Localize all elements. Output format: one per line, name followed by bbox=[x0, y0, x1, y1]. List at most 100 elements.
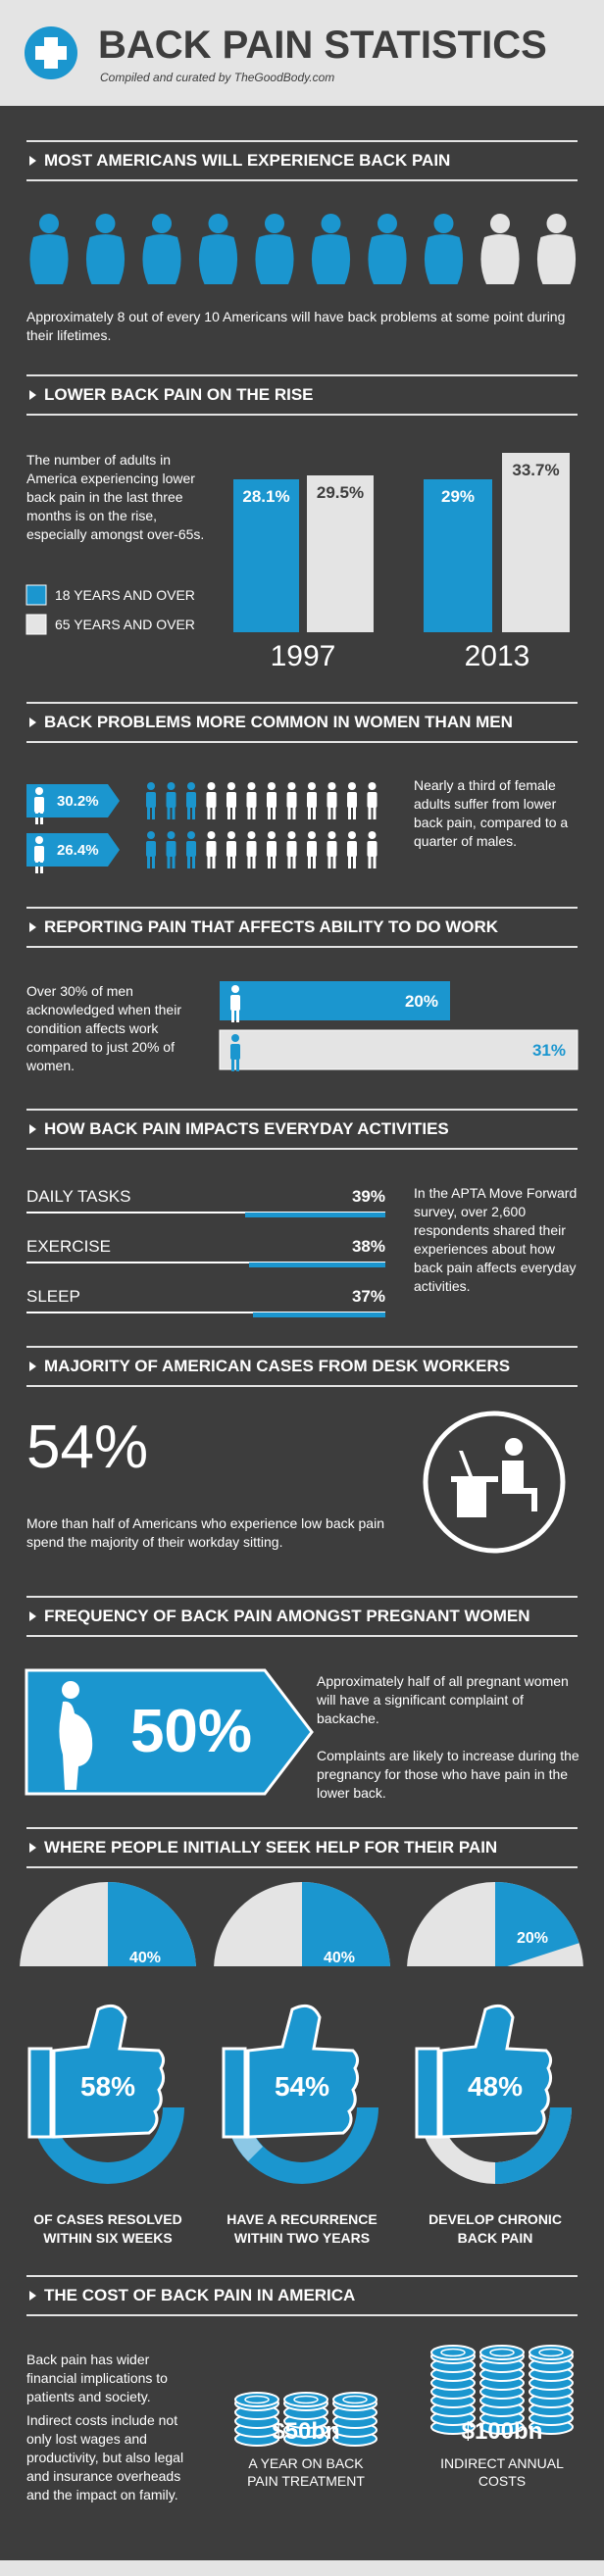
person-icon bbox=[308, 855, 311, 868]
bar-label: 31% bbox=[531, 1041, 566, 1060]
gender-icon bbox=[236, 1058, 239, 1071]
logo-plus bbox=[35, 37, 67, 69]
legend-label: 18 YEARS AND OVER bbox=[55, 587, 195, 603]
bullet bbox=[29, 1362, 36, 1371]
gender-icon bbox=[34, 846, 44, 862]
person-icon bbox=[172, 806, 176, 819]
person-icon bbox=[348, 782, 356, 790]
person-icon bbox=[480, 234, 520, 284]
person-icon bbox=[226, 841, 236, 857]
person-icon bbox=[327, 782, 336, 790]
gender-icon bbox=[231, 985, 239, 993]
person-icon bbox=[287, 782, 296, 790]
coin-top bbox=[332, 2392, 378, 2407]
person-icon bbox=[146, 792, 156, 808]
thumb bbox=[52, 2004, 166, 2139]
bullet bbox=[29, 390, 36, 400]
person-icon bbox=[167, 782, 176, 790]
underline-accent bbox=[245, 1213, 385, 1217]
desk-icon bbox=[451, 1476, 498, 1482]
person-icon bbox=[287, 806, 291, 819]
person-icon bbox=[147, 831, 155, 839]
person-icon bbox=[348, 831, 356, 839]
section-heading: MAJORITY OF AMERICAN CASES FROM DESK WOR… bbox=[44, 1357, 511, 1375]
person-icon bbox=[424, 234, 464, 284]
coin-top bbox=[283, 2392, 328, 2407]
gender-icon bbox=[35, 836, 43, 844]
bar-label: 28.1% bbox=[242, 487, 290, 506]
person-icon bbox=[207, 806, 211, 819]
person-icon bbox=[332, 855, 336, 868]
ring bbox=[226, 2107, 378, 2184]
bullet bbox=[29, 718, 36, 727]
person-icon bbox=[268, 782, 276, 790]
gender-icon bbox=[231, 1034, 239, 1042]
bullet bbox=[29, 922, 36, 932]
person-icon bbox=[347, 792, 357, 808]
thumb-value: 58% bbox=[79, 2071, 136, 2102]
person-icon bbox=[373, 806, 377, 819]
coin-top bbox=[244, 2395, 270, 2404]
person-icon bbox=[152, 855, 155, 868]
person-icon bbox=[247, 855, 251, 868]
person-icon bbox=[232, 806, 235, 819]
person-icon bbox=[212, 855, 216, 868]
pie-label: 40% bbox=[323, 1950, 356, 1966]
person-icon bbox=[490, 214, 510, 233]
person-icon bbox=[268, 806, 271, 819]
coin-top bbox=[440, 2348, 466, 2357]
section-heading: LOWER BACK PAIN ON THE RISE bbox=[44, 385, 314, 404]
body-text: Complaints are likely to increase during… bbox=[317, 1748, 579, 1801]
person-icon bbox=[152, 806, 155, 819]
person-icon bbox=[327, 792, 337, 808]
pie-slice bbox=[302, 1882, 390, 1966]
person-icon bbox=[353, 855, 356, 868]
person-icon bbox=[307, 841, 317, 857]
big-stat: 54% bbox=[26, 1413, 149, 1481]
thumb-cuff bbox=[222, 2047, 247, 2139]
person-icon bbox=[287, 855, 291, 868]
pie-label: 20% bbox=[516, 1930, 549, 1947]
section-heading: HOW BACK PAIN IMPACTS EVERYDAY ACTIVITIE… bbox=[44, 1119, 449, 1138]
section-heading: REPORTING PAIN THAT AFFECTS ABILITY TO D… bbox=[44, 917, 499, 936]
thumb-cuff bbox=[27, 2047, 53, 2139]
pie-slice bbox=[108, 1882, 196, 1966]
body-text: Approximately 8 out of every 10 American… bbox=[26, 309, 566, 343]
person-icon bbox=[247, 782, 256, 790]
person-icon bbox=[265, 214, 284, 233]
pie-label: 40% bbox=[128, 1950, 162, 1966]
tag bbox=[26, 833, 120, 867]
gender-icon bbox=[230, 995, 240, 1011]
section-heading: THE COST OF BACK PAIN IN AMERICA bbox=[44, 2286, 356, 2304]
desk-icon bbox=[459, 1451, 473, 1476]
gender-icon bbox=[231, 1058, 234, 1071]
bullet bbox=[29, 1611, 36, 1621]
person-icon bbox=[39, 214, 59, 233]
person-icon bbox=[307, 792, 317, 808]
person-icon bbox=[246, 841, 257, 857]
person-icon bbox=[247, 806, 251, 819]
legend-label: 65 YEARS AND OVER bbox=[55, 617, 195, 632]
activity-value: 39% bbox=[351, 1187, 385, 1206]
person-icon bbox=[186, 841, 196, 857]
person-icon bbox=[187, 782, 195, 790]
person-icon bbox=[287, 831, 296, 839]
person-icon bbox=[207, 782, 216, 790]
person-icon bbox=[167, 831, 176, 839]
section-heading: WHERE PEOPLE INITIALLY SEEK HELP FOR THE… bbox=[44, 1838, 498, 1857]
coin-top bbox=[430, 2345, 476, 2360]
caption: A YEAR ON BACK PAIN TREATMENT bbox=[247, 2455, 365, 2489]
title: BACK PAIN STATISTICS bbox=[98, 24, 547, 67]
person-icon bbox=[332, 806, 336, 819]
person-icon bbox=[29, 234, 69, 284]
desk-icon bbox=[502, 1461, 537, 1511]
bar-label: 29.5% bbox=[316, 483, 365, 502]
person-icon bbox=[172, 855, 176, 868]
body-text: Indirect costs include not only lost wag… bbox=[26, 2412, 184, 2502]
person-icon bbox=[286, 841, 297, 857]
person-icon bbox=[246, 792, 257, 808]
body-text: Over 30% of men acknowledged when their … bbox=[26, 983, 181, 1073]
person-icon bbox=[433, 214, 454, 233]
bar bbox=[307, 475, 374, 632]
